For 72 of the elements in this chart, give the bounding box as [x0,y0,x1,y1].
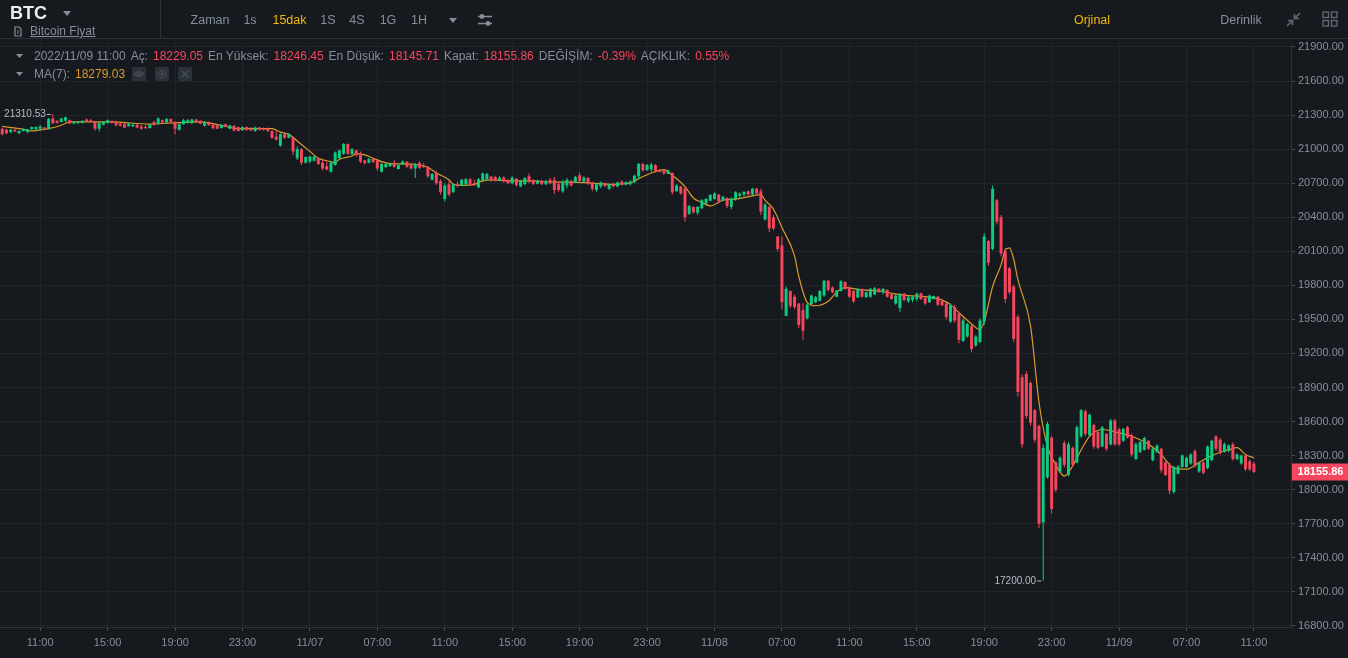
annotation: 21310.53 [4,108,47,120]
x-tick-label: 15:00 [498,635,526,648]
x-tick-label: 11:00 [835,635,863,648]
x-tick-label: 15:00 [93,635,122,648]
x-tick-label: 07:00 [363,635,392,648]
text: Zaman [190,13,230,27]
annotation: MA(7): [34,67,70,81]
chart-subtitle: Bitcoin Fiyat [30,24,96,38]
y-tick-label: 19500.00 [1298,312,1344,325]
text: 1s [243,13,257,27]
chart-title: BTC [10,3,47,23]
candlestick [611,182,615,188]
x-tick-label: 19:00 [565,635,594,648]
text: Orjinal [1073,13,1111,27]
y-tick-label: 19200.00 [1298,346,1344,359]
candlestick [139,124,143,130]
y-tick-label: 20700.00 [1298,176,1344,189]
x-tick-label: 23:00 [228,635,257,648]
x-tick-label: 15:00 [903,635,931,648]
text: 1H [411,13,427,27]
y-tick-label: 20100.00 [1298,244,1344,257]
annotation: 17200.00 [994,574,1037,586]
y-tick-label: 18000.00 [1298,482,1344,495]
y-tick-label: 17400.00 [1298,550,1344,563]
annotation: En Yüksek: [208,49,269,63]
text: 4S [349,13,365,27]
y-tick-label: 21600.00 [1298,74,1344,87]
x-tick-label: 19:00 [161,635,189,648]
candlestick [738,192,742,199]
y-tick-label: 17700.00 [1298,516,1344,529]
x-tick-label: 07:00 [1172,635,1201,648]
x-tick-label: 11:00 [431,635,459,648]
y-tick-label: 20400.00 [1298,210,1344,223]
annotation: Kapat: [444,49,479,63]
text: 1G [379,13,397,27]
x-tick-label: 23:00 [1037,635,1066,648]
text: 15dak [272,13,307,27]
y-tick-label: 16800.00 [1298,618,1344,631]
y-tick-label: 19800.00 [1298,278,1344,291]
annotation: 18246.45 [273,49,324,63]
y-tick-label: 21900.00 [1298,40,1344,52]
annotation: En Düşük: [328,49,384,63]
y-tick-label: 18900.00 [1298,380,1344,393]
y-tick-label: 21300.00 [1298,108,1344,121]
annotation: Aç: [130,49,148,63]
annotation: 18145.71 [388,49,440,63]
y-tick-label: 17100.00 [1298,584,1344,597]
annotation: -0.39% [597,49,636,63]
x-tick-label: 19:00 [970,635,998,648]
text: 1S [320,13,336,27]
text: 18155.86 [1297,465,1344,478]
annotation: 2022/11/09 11:00 [34,49,126,63]
x-tick-label: 11/07 [296,635,324,648]
candlestick [455,181,459,188]
x-tick-label: 23:00 [633,635,661,648]
annotation: AÇIKLIK: [640,49,691,63]
annotation: 18229.05 [152,49,204,63]
text: Derinlik [1220,13,1262,27]
y-tick-label: 18600.00 [1298,414,1344,427]
annotation: 18155.86 [483,49,534,63]
candlestick [38,125,42,131]
line-series [1,121,1255,477]
x-tick-label: 11/09 [1105,635,1133,648]
x-tick-label: 11:00 [26,635,54,648]
annotation: DEĞİŞİM: [538,49,593,63]
y-tick-label: 21000.00 [1298,142,1344,155]
annotation: 18279.03 [75,67,126,81]
y-tick-label: 18300.00 [1298,448,1344,461]
x-tick-label: 07:00 [768,635,796,648]
annotation: 0.55% [695,49,730,63]
x-tick-label: 11:00 [1240,635,1268,648]
x-tick-label: 11/08 [701,635,728,648]
